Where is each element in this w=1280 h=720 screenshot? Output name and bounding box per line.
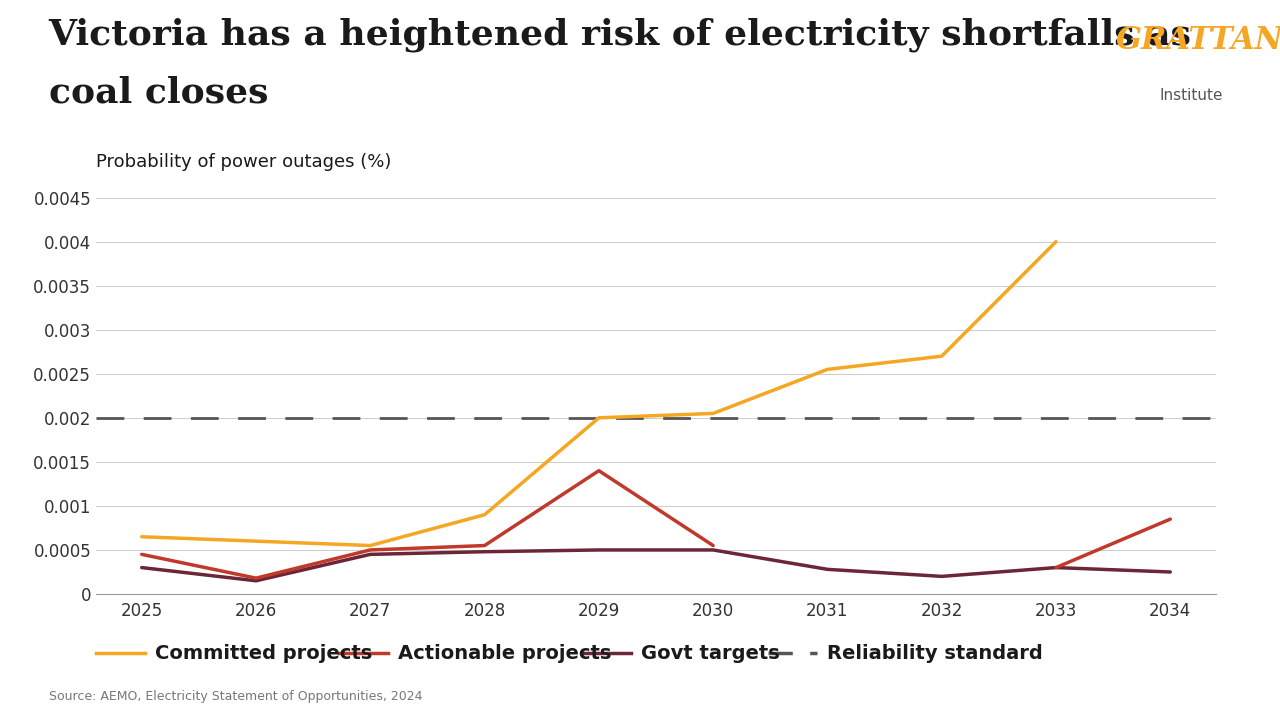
- Text: coal closes: coal closes: [49, 76, 268, 109]
- Text: GRATTAN: GRATTAN: [1116, 25, 1280, 56]
- Text: Reliability standard: Reliability standard: [827, 644, 1043, 662]
- Text: Institute: Institute: [1160, 88, 1224, 103]
- Text: Actionable projects: Actionable projects: [398, 644, 612, 662]
- Text: Victoria has a heightened risk of electricity shortfalls as: Victoria has a heightened risk of electr…: [49, 18, 1192, 53]
- Text: Govt targets: Govt targets: [641, 644, 780, 662]
- Text: Probability of power outages (%): Probability of power outages (%): [96, 153, 392, 171]
- Text: Committed projects: Committed projects: [155, 644, 372, 662]
- Text: Source: AEMO, Electricity Statement of Opportunities, 2024: Source: AEMO, Electricity Statement of O…: [49, 690, 422, 703]
